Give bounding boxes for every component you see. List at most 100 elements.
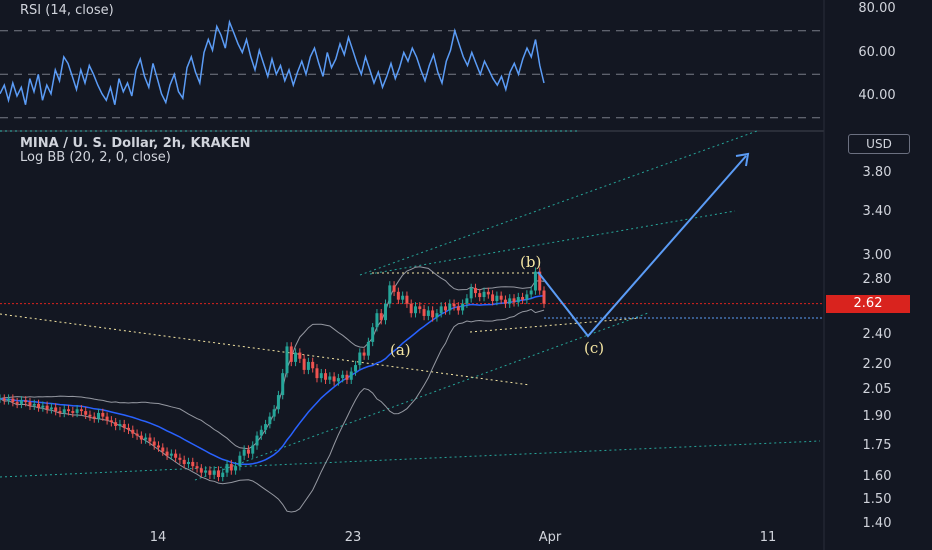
candle-body: [306, 361, 310, 370]
projection-arrowhead: [735, 152, 750, 167]
price-axis-tick: 1.60: [862, 469, 892, 484]
candle-body: [135, 433, 139, 436]
candle-body: [41, 405, 45, 408]
candle-body: [109, 420, 113, 423]
candle-body: [542, 290, 546, 304]
candle-body: [229, 464, 233, 471]
candle-body: [216, 470, 220, 477]
candle-body: [37, 403, 41, 408]
candle-body: [101, 412, 105, 417]
candle-body: [362, 352, 366, 356]
candle-body: [448, 303, 452, 311]
time-axis-tick: 14: [149, 530, 167, 545]
candle-body: [495, 295, 499, 302]
candle-body: [186, 461, 190, 465]
candle-body: [19, 400, 23, 404]
candle-body: [379, 313, 383, 321]
candle-body: [405, 295, 409, 304]
candle-body: [169, 453, 173, 456]
candle-body: [182, 459, 186, 465]
candle-body: [512, 298, 516, 303]
candle-body: [469, 287, 473, 299]
candle-body: [375, 313, 379, 328]
candle-body: [204, 470, 208, 473]
candle-body: [221, 472, 225, 477]
candlestick-series: [0, 267, 546, 482]
candle-body: [139, 435, 143, 440]
candle-body: [319, 373, 323, 379]
candle-body: [122, 424, 126, 428]
candle-body: [32, 403, 36, 406]
candle-body: [465, 298, 469, 304]
candle-body: [199, 468, 203, 473]
candle-body: [358, 352, 362, 366]
candle-body: [156, 445, 160, 448]
candle-body: [242, 449, 246, 456]
candle-body: [212, 470, 216, 475]
candle-body: [28, 402, 32, 406]
candle-body: [264, 424, 268, 430]
candle-body: [67, 409, 71, 412]
wave-label-b: (b): [520, 253, 542, 271]
bollinger-bands: [0, 266, 545, 513]
candle-body: [118, 424, 122, 426]
candle-body: [461, 303, 465, 311]
chart-title[interactable]: MINA / U. S. Dollar, 2h, KRAKEN: [20, 136, 251, 151]
rsi-axis-tick: 60.00: [858, 44, 896, 60]
candle-body: [345, 374, 349, 380]
price-axis-tick: 3.80: [862, 165, 892, 180]
candle-body: [195, 466, 199, 469]
candle-body: [538, 271, 542, 291]
candle-body: [49, 407, 53, 410]
time-axis-tick: Apr: [538, 530, 562, 545]
rsi-axis-tick: 40.00: [858, 88, 896, 103]
candle-body: [272, 409, 276, 417]
candle-body: [251, 445, 255, 454]
candle-body: [443, 306, 447, 311]
candle-body: [114, 422, 118, 426]
candle-body: [24, 400, 28, 403]
lower-trendline: [0, 440, 821, 478]
wave-projection-path: [537, 152, 750, 338]
candle-body: [15, 402, 19, 404]
candle-body: [435, 313, 439, 318]
projection-path: [537, 155, 747, 338]
indicator-label[interactable]: Log BB (20, 2, 0, close): [20, 150, 171, 165]
wave-label-a: (a): [390, 341, 411, 359]
candle-body: [409, 303, 413, 314]
candle-body: [401, 295, 405, 300]
candle-body: [525, 294, 529, 300]
candle-body: [422, 309, 426, 316]
candle-body: [0, 398, 2, 400]
candle-body: [298, 352, 302, 359]
candle-body: [413, 306, 417, 314]
rsi-title: RSI (14, close): [20, 3, 114, 18]
candle-body: [225, 464, 229, 473]
candle-body: [281, 373, 285, 396]
candle-body: [58, 411, 62, 413]
bb-lower-band: [0, 308, 545, 513]
candle-body: [392, 285, 396, 292]
candle-body: [431, 310, 435, 318]
currency-button[interactable]: USD: [848, 134, 910, 154]
candle-body: [289, 346, 293, 362]
candle-body: [165, 451, 169, 456]
candle-body: [384, 303, 388, 321]
price-axis-tick: 2.05: [862, 381, 892, 397]
candle-body: [478, 293, 482, 298]
candle-body: [418, 306, 422, 310]
price-axis-tick: 3.40: [862, 204, 892, 220]
candle-body: [285, 346, 289, 374]
rsi-axis-tick: 80.00: [858, 1, 896, 16]
candle-body: [268, 416, 272, 425]
candle-body: [499, 295, 503, 300]
candle-body: [439, 306, 443, 314]
candle-body: [482, 291, 486, 298]
candle-body: [366, 341, 370, 356]
price-axis-tick: 2.20: [862, 357, 892, 373]
rsi-line: [0, 19, 545, 105]
candle-body: [208, 470, 212, 475]
candle-body: [341, 374, 345, 379]
grid-lines: [0, 0, 825, 550]
candle-body: [349, 371, 353, 380]
